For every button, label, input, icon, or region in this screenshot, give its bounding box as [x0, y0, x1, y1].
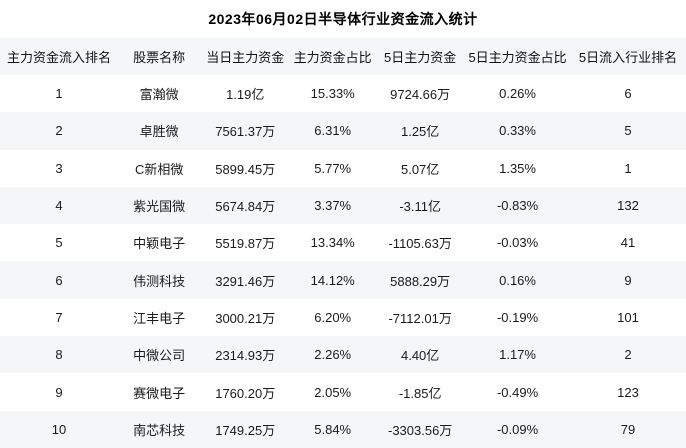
column-header: 5日主力资金占比: [468, 50, 567, 65]
table-body: 1 富瀚微 1.19亿 15.33% 9724.66万 0.26% 6 2 卓胜微 7561.37…: [0, 75, 686, 448]
table-cell: 1.17%: [499, 347, 536, 363]
table-row: 7 江丰电子 3000.21万 6.20% -7112.01万 -0.19% 101: [0, 298, 686, 337]
table-cell: 79: [620, 421, 636, 437]
column-header: 主力资金占比: [293, 50, 372, 65]
fund-flow-table: 主力资金流入排名 股票名称 当日主力资金 主力资金占比 5日主力资金 5日主力资金占比 5日…: [0, 38, 686, 448]
table-cell: 5888.29万: [390, 273, 451, 289]
table-cell: 5: [624, 123, 632, 139]
table-cell: -1105.63万: [388, 236, 452, 252]
table-cell: -3.11亿: [399, 199, 441, 215]
table-head: 主力资金流入排名 股票名称 当日主力资金 主力资金占比 5日主力资金 5日主力资金占比 5日…: [0, 38, 686, 75]
table-cell: -0.49%: [496, 384, 539, 400]
table-cell: 123: [617, 384, 639, 400]
table-cell: 10: [51, 421, 67, 437]
table-cell: 9: [55, 384, 63, 400]
table-cell: 101: [617, 309, 639, 325]
table-cell: 1760.20万: [215, 385, 276, 401]
column-header: 5日流入行业排名: [578, 50, 678, 65]
table-cell: 江丰电子: [133, 310, 186, 326]
table-cell: 6: [624, 86, 632, 102]
table-row: 8 中微公司 2314.93万 2.26% 4.40亿 1.17% 2: [0, 336, 686, 374]
table-cell: 7: [55, 309, 63, 325]
table-cell: -1.85亿: [398, 385, 442, 401]
table-cell: 41: [620, 235, 636, 251]
table-cell: 1: [55, 86, 63, 102]
table-cell: 0.33%: [499, 123, 536, 139]
table-cell: 3.37%: [314, 198, 352, 214]
table-cell: 2: [55, 123, 63, 139]
table-row: 5 中颖电子 5519.87万 13.34% -1105.63万 -0.03% 41: [0, 224, 686, 262]
table-cell: 7561.37万: [215, 124, 276, 140]
table-cell: 中颖电子: [133, 236, 186, 252]
table-cell: 5.07亿: [400, 161, 440, 177]
table-cell: 3: [55, 160, 63, 176]
table-cell: 伟测科技: [133, 273, 186, 289]
column-header: 股票名称: [133, 50, 186, 65]
column-header: 主力资金流入排名: [6, 50, 111, 65]
table-cell: 4.40亿: [400, 348, 440, 364]
table-cell: 15.33%: [310, 86, 355, 102]
table-cell: 卓胜微: [139, 124, 179, 140]
table-row: 2 卓胜微 7561.37万 6.31% 1.25亿 0.33% 5: [0, 112, 686, 150]
table-cell: 0.26%: [499, 86, 536, 102]
table-cell: 2314.93万: [215, 348, 276, 364]
table-cell: -0.03%: [496, 235, 539, 251]
table-cell: -3303.56万: [387, 422, 453, 438]
table-cell: -0.19%: [496, 309, 539, 325]
page-title: 2023年06月02日半导体行业资金流入统计: [208, 11, 478, 27]
table-cell: 14.12%: [310, 272, 355, 288]
table-row: 4 紫光国微 5674.84万 3.37% -3.11亿 -0.83% 132: [0, 186, 686, 225]
table-cell: 5899.45万: [215, 161, 276, 177]
table-cell: 2: [624, 347, 632, 363]
table-cell: 9: [624, 272, 632, 288]
table-cell: 南芯科技: [133, 422, 186, 438]
table-cell: 紫光国微: [133, 199, 186, 215]
table-cell: 2.26%: [314, 347, 352, 363]
table-row: 6 伟测科技 3291.46万 14.12% 5888.29万 0.16% 9: [0, 261, 686, 299]
table-cell: -7112.01万: [388, 310, 452, 326]
table-cell: 1749.25万: [215, 422, 276, 438]
table-row: 1 富瀚微 1.19亿 15.33% 9724.66万 0.26% 6: [0, 75, 686, 113]
table-cell: 6.20%: [314, 309, 352, 325]
table-cell: 132: [617, 198, 639, 214]
table-row: 9 赛微电子 1760.20万 2.05% -1.85亿 -0.49% 123: [0, 373, 686, 411]
table-cell: 2.05%: [314, 384, 352, 400]
table-cell: 1.35%: [499, 160, 536, 176]
table-cell: 5: [55, 235, 63, 251]
table-cell: 3291.46万: [215, 273, 276, 289]
table-cell: -0.09%: [496, 421, 539, 437]
table-cell: 5674.84万: [215, 199, 276, 215]
table-cell: 3000.21万: [215, 310, 276, 326]
table-cell: 6: [55, 272, 63, 288]
column-header: 5日主力资金: [384, 50, 457, 65]
table-cell: 5.77%: [314, 160, 352, 176]
table-cell: 8: [55, 347, 63, 363]
table-cell: -0.83%: [496, 198, 539, 214]
table-cell: 13.34%: [310, 235, 355, 251]
table-cell: 中微公司: [133, 348, 186, 364]
table-cell: 1: [624, 160, 632, 176]
column-header: 当日主力资金: [206, 50, 285, 65]
table-row: 10 南芯科技 1749.25万 5.84% -3303.56万 -0.09% 79: [0, 410, 686, 448]
table-cell: 0.16%: [499, 272, 536, 288]
table-cell: 富瀚微: [139, 87, 179, 103]
table-cell: 6.31%: [314, 123, 352, 139]
table-cell: 4: [55, 198, 63, 214]
table-cell: 1.19亿: [226, 87, 265, 103]
table-cell: C新相微: [134, 161, 184, 177]
table-cell: 5.84%: [314, 421, 352, 437]
table-cell: 5519.87万: [215, 236, 276, 252]
table-cell: 赛微电子: [133, 385, 186, 401]
table-cell: 9724.66万: [390, 87, 451, 103]
table-cell: 1.25亿: [400, 124, 440, 140]
table-row: 3 C新相微 5899.45万 5.77% 5.07亿 1.35% 1: [0, 149, 686, 187]
table-header-row: 主力资金流入排名 股票名称 当日主力资金 主力资金占比 5日主力资金 5日主力资金占比 5日…: [0, 38, 686, 75]
